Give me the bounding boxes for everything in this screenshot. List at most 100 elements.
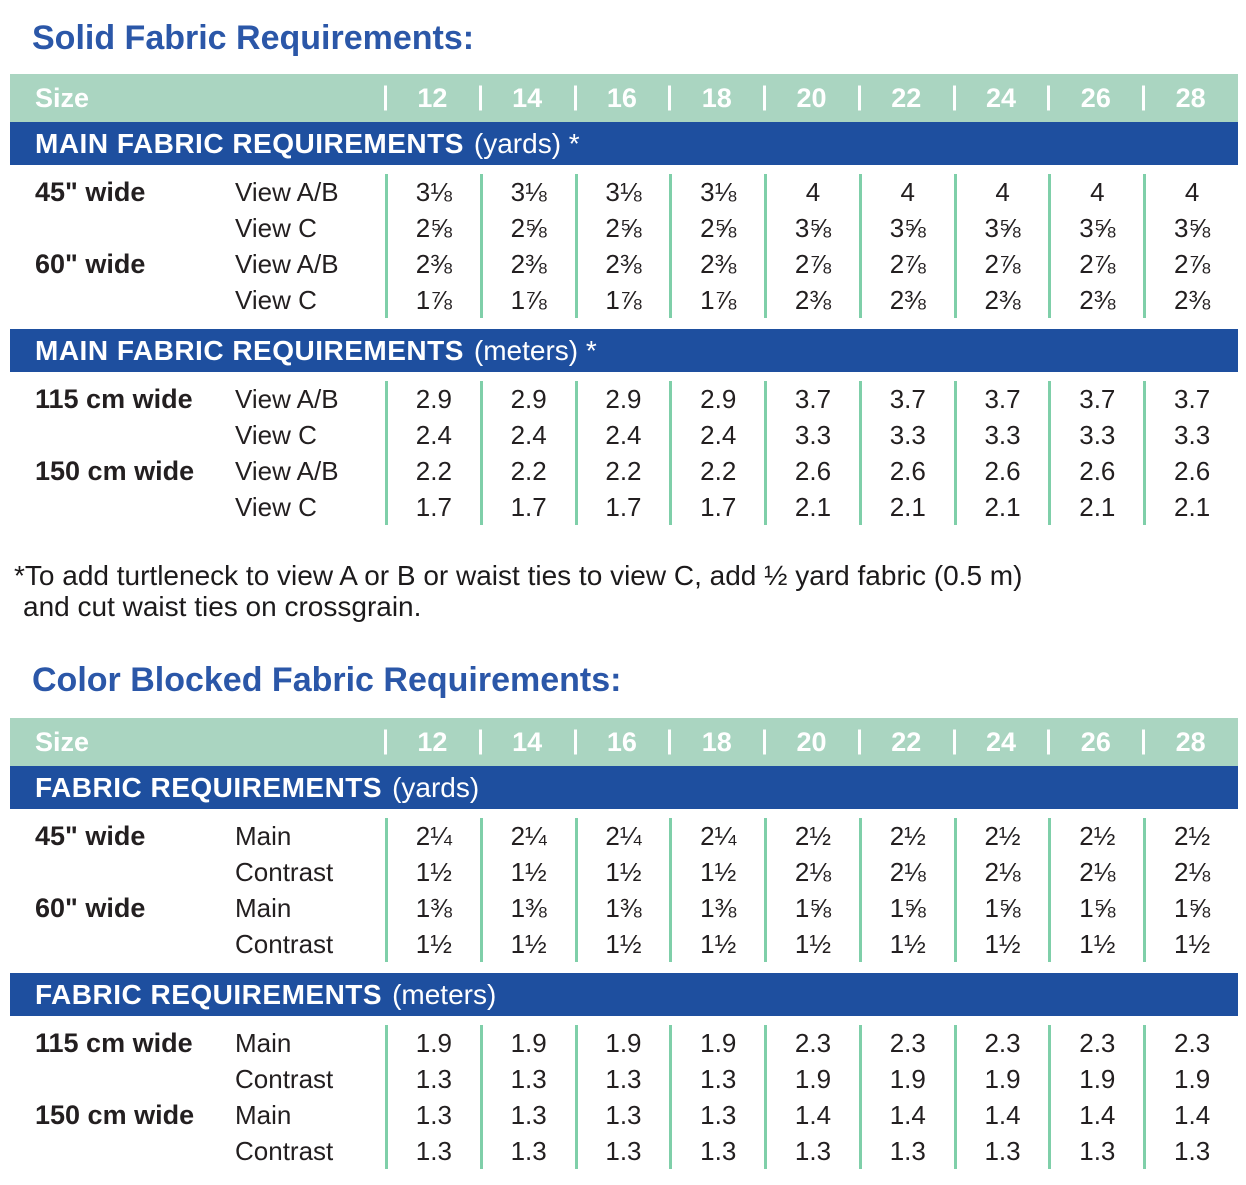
value-cell: 2⅜ bbox=[1143, 282, 1238, 318]
value-cell: 2.4 bbox=[669, 417, 764, 453]
value-cell: 2.4 bbox=[574, 417, 670, 453]
value-cell: 3⅝ bbox=[764, 210, 859, 246]
value-cell: 2.3 bbox=[1143, 1025, 1238, 1061]
size-column-header: 18 bbox=[669, 727, 764, 758]
section-band: FABRIC REQUIREMENTS (yards) bbox=[10, 766, 1238, 809]
value-cell: 1⅞ bbox=[385, 282, 480, 318]
value-cell: 1½ bbox=[574, 854, 670, 890]
row-item-label: Main bbox=[235, 820, 292, 851]
size-column-header: 26 bbox=[1048, 727, 1143, 758]
value-cell: 1.3 bbox=[574, 1061, 670, 1097]
section-band-unit: (meters) * bbox=[473, 334, 597, 366]
table-row: View C 1.7 1.7 1.7 1.7 2.1 2.1 2.1 2.1 2.1 bbox=[10, 489, 1238, 525]
value-cell: 1⅜ bbox=[574, 890, 670, 926]
value-cell: 2.1 bbox=[1048, 489, 1143, 525]
solid-fabric-title: Solid Fabric Requirements: bbox=[32, 19, 475, 57]
table-row: 150 cm wide View A/B 2.2 2.2 2.2 2.2 2.6 2.6 2.6… bbox=[10, 453, 1238, 489]
size-column-header: 14 bbox=[480, 727, 575, 758]
solid-fabric-table: Size 12 14 16 18 20 22 24 26 28 MAIN FABRIC REQUIR… bbox=[10, 74, 1238, 536]
value-cell: 2.9 bbox=[574, 381, 670, 417]
size-column-header: 18 bbox=[669, 83, 764, 114]
size-column-header: 28 bbox=[1143, 727, 1238, 758]
value-cell: 2.6 bbox=[1143, 453, 1238, 489]
section-band-unit: (meters) bbox=[392, 978, 497, 1010]
value-cell: 3⅛ bbox=[669, 174, 764, 210]
value-cell: 1.7 bbox=[574, 489, 670, 525]
value-cell: 1.3 bbox=[953, 1133, 1049, 1169]
value-cell: 2¼ bbox=[385, 818, 480, 854]
value-cell: 2.2 bbox=[574, 453, 670, 489]
size-column-header: 28 bbox=[1143, 83, 1238, 114]
value-cell: 1.9 bbox=[385, 1025, 480, 1061]
value-cell: 3⅛ bbox=[479, 174, 575, 210]
value-cell: 2⅝ bbox=[669, 210, 764, 246]
row-item-label: Contrast bbox=[235, 856, 334, 887]
value-cell: 2½ bbox=[953, 818, 1049, 854]
value-cell: 1⅞ bbox=[574, 282, 670, 318]
value-cell: 1.3 bbox=[479, 1133, 575, 1169]
value-cell: 2⅜ bbox=[953, 282, 1049, 318]
value-cell: 1½ bbox=[479, 926, 575, 962]
value-cell: 2¼ bbox=[574, 818, 670, 854]
size-column-header: 20 bbox=[764, 727, 859, 758]
value-cell: 1½ bbox=[858, 926, 954, 962]
rows-block: 115 cm wide View A/B 2.9 2.9 2.9 2.9 3.7 3.7 3.7… bbox=[10, 372, 1238, 536]
value-cell: 2⅛ bbox=[764, 854, 859, 890]
value-cell: 2⅞ bbox=[1048, 246, 1143, 282]
value-cell: 2.6 bbox=[1048, 453, 1143, 489]
size-column-header: 22 bbox=[859, 83, 954, 114]
row-item-label: View C bbox=[235, 212, 317, 243]
section-band: MAIN FABRIC REQUIREMENTS (yards) * bbox=[10, 122, 1238, 165]
value-cell: 3.3 bbox=[1048, 417, 1143, 453]
value-cell: 2⅜ bbox=[385, 246, 480, 282]
fabric-width-label: 150 cm wide bbox=[35, 1099, 195, 1130]
row-item-label: Contrast bbox=[235, 1135, 334, 1166]
value-cell: 3.3 bbox=[1143, 417, 1238, 453]
value-cell: 2⅝ bbox=[385, 210, 480, 246]
value-cell: 2.1 bbox=[858, 489, 954, 525]
size-column-header: 22 bbox=[859, 727, 954, 758]
section-band-unit: (yards) bbox=[392, 771, 480, 803]
value-cell: 1.9 bbox=[669, 1025, 764, 1061]
value-cell: 2⅞ bbox=[1143, 246, 1238, 282]
value-cell: 1⅝ bbox=[1143, 890, 1238, 926]
value-cell: 2.1 bbox=[1143, 489, 1238, 525]
rows-block: 115 cm wide Main 1.9 1.9 1.9 1.9 2.3 2.3 2.3 2.3 2… bbox=[10, 1016, 1238, 1180]
value-cell: 2.9 bbox=[479, 381, 575, 417]
section-band-title: MAIN FABRIC REQUIREMENTS bbox=[35, 334, 464, 366]
fabric-width-label: 45" wide bbox=[35, 176, 146, 207]
row-item-label: View A/B bbox=[235, 176, 339, 207]
value-cell: 2.9 bbox=[385, 381, 480, 417]
rows-block: 45" wide Main 2¼ 2¼ 2¼ 2¼ 2½ 2½ 2½ 2½ 2½ Contrast 1½… bbox=[10, 809, 1238, 973]
value-cell: 1½ bbox=[479, 854, 575, 890]
value-cell: 1½ bbox=[1048, 926, 1143, 962]
value-cell: 1½ bbox=[385, 854, 480, 890]
section-band-unit: (yards) * bbox=[473, 127, 580, 159]
row-item-label: Main bbox=[235, 1099, 292, 1130]
footnote-line-2: and cut waist ties on crossgrain. bbox=[23, 591, 422, 622]
value-cell: 1.7 bbox=[385, 489, 480, 525]
value-cell: 2⅜ bbox=[669, 246, 764, 282]
value-cell: 1⅞ bbox=[479, 282, 575, 318]
value-cell: 2⅞ bbox=[953, 246, 1049, 282]
footnote: *To add turtleneck to view A or B or wai… bbox=[14, 560, 1238, 622]
value-cell: 2.1 bbox=[764, 489, 859, 525]
value-cell: 1.7 bbox=[669, 489, 764, 525]
value-cell: 1.3 bbox=[385, 1133, 480, 1169]
value-cell: 4 bbox=[858, 174, 954, 210]
value-cell: 2⅛ bbox=[1048, 854, 1143, 890]
value-cell: 1⅝ bbox=[1048, 890, 1143, 926]
value-cell: 1½ bbox=[574, 926, 670, 962]
value-cell: 2⅜ bbox=[1048, 282, 1143, 318]
value-cell: 2⅛ bbox=[953, 854, 1049, 890]
value-cell: 1⅝ bbox=[764, 890, 859, 926]
rows-block: 45" wide View A/B 3⅛ 3⅛ 3⅛ 3⅛ 4 4 4 4 4 View C 2⅝ 2⅝ 2… bbox=[10, 165, 1238, 329]
table-row: Contrast 1.3 1.3 1.3 1.3 1.9 1.9 1.9 1.9 1.9 bbox=[10, 1061, 1238, 1097]
value-cell: 3.7 bbox=[1048, 381, 1143, 417]
size-column-header: 26 bbox=[1048, 83, 1143, 114]
row-item-label: Main bbox=[235, 892, 292, 923]
color-blocked-fabric-table: Size 12 14 16 18 20 22 24 26 28 FABRIC REQUIREMENT… bbox=[10, 718, 1238, 1180]
size-column-header: 14 bbox=[480, 83, 575, 114]
value-cell: 2½ bbox=[858, 818, 954, 854]
